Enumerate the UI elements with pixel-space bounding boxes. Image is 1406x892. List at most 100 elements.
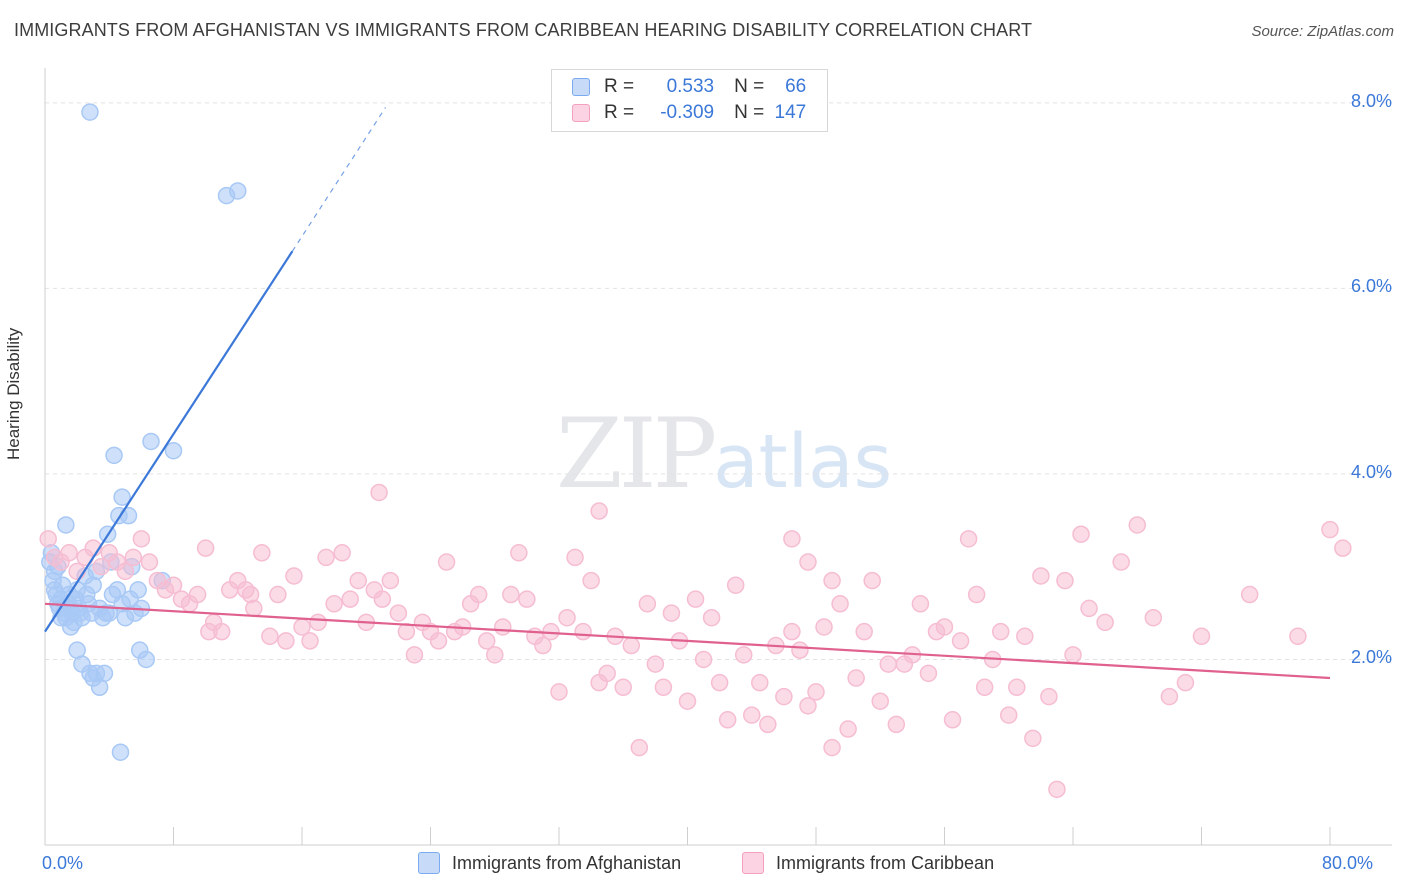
- data-point-series-1: [743, 706, 761, 724]
- data-point-series-1: [734, 646, 753, 664]
- stats-swatch-caribbean: [572, 104, 590, 122]
- data-point-series-1: [959, 530, 978, 548]
- data-point-series-1: [726, 576, 745, 594]
- data-point-series-1: [116, 562, 135, 581]
- data-point-series-0: [164, 441, 183, 460]
- data-point-series-1: [437, 553, 456, 571]
- grid-lines: [45, 102, 1392, 660]
- data-point-series-1: [1024, 729, 1042, 748]
- data-point-series-1: [694, 650, 713, 669]
- data-point-series-0: [142, 432, 160, 451]
- data-point-series-1: [381, 571, 400, 590]
- data-point-series-1: [1176, 673, 1195, 692]
- y-tick-label: 2.0%: [1350, 647, 1392, 668]
- data-point-series-0: [111, 743, 130, 761]
- r-value: 0.533: [666, 76, 715, 97]
- data-point-series-1: [751, 673, 769, 692]
- watermark: ZIPatlas: [556, 398, 892, 510]
- data-point-series-0: [100, 604, 118, 622]
- data-point-series-1: [1032, 567, 1050, 585]
- data-point-series-1: [839, 720, 857, 738]
- data-point-series-1: [863, 571, 881, 590]
- y-tick-label: 4.0%: [1350, 461, 1392, 482]
- data-point-series-1: [534, 636, 552, 655]
- data-point-series-1: [325, 595, 343, 613]
- data-point-series-1: [241, 585, 260, 604]
- data-point-series-1: [887, 715, 906, 734]
- data-point-series-1: [879, 655, 898, 673]
- data-point-series-1: [1334, 539, 1352, 557]
- data-point-series-1: [686, 590, 705, 608]
- data-point-series-1: [1064, 646, 1082, 664]
- data-point-series-1: [429, 632, 448, 650]
- data-point-series-1: [702, 608, 721, 627]
- data-point-series-1: [855, 622, 873, 641]
- trend-line-series-0: [44, 250, 294, 633]
- data-point-series-1: [1192, 627, 1211, 646]
- legend-swatch-caribbean: [742, 852, 764, 874]
- n-value: 147: [774, 102, 807, 123]
- data-point-series-1: [518, 590, 536, 608]
- data-point-series-1: [349, 571, 367, 590]
- data-point-series-1: [951, 632, 970, 650]
- data-point-series-1: [469, 585, 488, 604]
- chart-title: IMMIGRANTS FROM AFGHANISTAN VS IMMIGRANT…: [14, 20, 1033, 40]
- data-point-series-1: [164, 576, 183, 594]
- data-point-series-1: [1289, 627, 1307, 646]
- data-point-series-1: [1000, 706, 1018, 724]
- data-point-series-1: [1144, 608, 1163, 627]
- data-point-series-1: [405, 646, 424, 664]
- stats-swatch-afghanistan: [572, 78, 590, 96]
- data-point-series-1: [935, 618, 954, 636]
- data-point-series-1: [1008, 678, 1026, 697]
- data-point-series-1: [370, 483, 388, 502]
- legend-item-caribbean[interactable]: Immigrants from Caribbean: [742, 852, 994, 874]
- data-point-series-0: [129, 581, 147, 599]
- data-point-series-1: [630, 738, 649, 757]
- data-point-series-1: [710, 673, 729, 692]
- data-point-series-1: [847, 669, 865, 687]
- correlation-stats-box: R = 0.533 N = 66 R = -0.309 N = 147: [551, 69, 828, 132]
- x-tick-label-min: 0.0%: [42, 853, 84, 873]
- data-point-series-1: [1160, 687, 1179, 706]
- data-point-series-1: [598, 664, 616, 683]
- n-label: N =: [734, 76, 765, 97]
- data-point-series-1: [1072, 525, 1090, 543]
- data-point-series-1: [373, 590, 392, 608]
- data-point-series-1: [799, 697, 817, 715]
- data-point-series-1: [341, 590, 359, 608]
- watermark-atlas: atlas: [713, 419, 893, 505]
- data-point-series-1: [285, 567, 303, 585]
- legend-label-caribbean: Immigrants from Caribbean: [776, 852, 995, 873]
- data-point-series-1: [477, 632, 496, 650]
- data-point-series-0: [57, 516, 75, 534]
- data-point-series-1: [196, 539, 215, 557]
- data-point-series-0: [113, 488, 131, 506]
- data-point-series-1: [566, 548, 584, 567]
- data-point-series-1: [911, 595, 930, 613]
- data-point-series-1: [510, 544, 528, 562]
- data-point-series-1: [200, 622, 218, 641]
- data-point-series-0: [229, 182, 247, 200]
- r-value: -0.309: [660, 102, 715, 123]
- y-axis-label: Hearing Disability: [4, 327, 23, 460]
- data-point-series-1: [253, 544, 271, 562]
- data-point-series-1: [871, 692, 889, 710]
- data-point-series-1: [975, 678, 994, 697]
- data-point-series-1: [582, 571, 600, 590]
- data-point-series-1: [92, 557, 110, 576]
- data-point-series-1: [678, 692, 697, 710]
- data-point-series-1: [39, 530, 57, 548]
- data-point-series-1: [333, 544, 351, 562]
- data-point-series-1: [799, 553, 817, 571]
- data-point-series-1: [1240, 585, 1259, 604]
- data-point-series-1: [622, 636, 641, 655]
- x-tick-label-max: 80.0%: [1322, 853, 1374, 873]
- data-point-series-1: [718, 711, 737, 729]
- data-point-series-1: [1112, 553, 1130, 571]
- data-point-series-1: [831, 595, 849, 613]
- data-point-series-0: [95, 664, 114, 683]
- data-point-series-1: [309, 613, 327, 632]
- legend-item-afghanistan[interactable]: Immigrants from Afghanistan: [418, 852, 681, 874]
